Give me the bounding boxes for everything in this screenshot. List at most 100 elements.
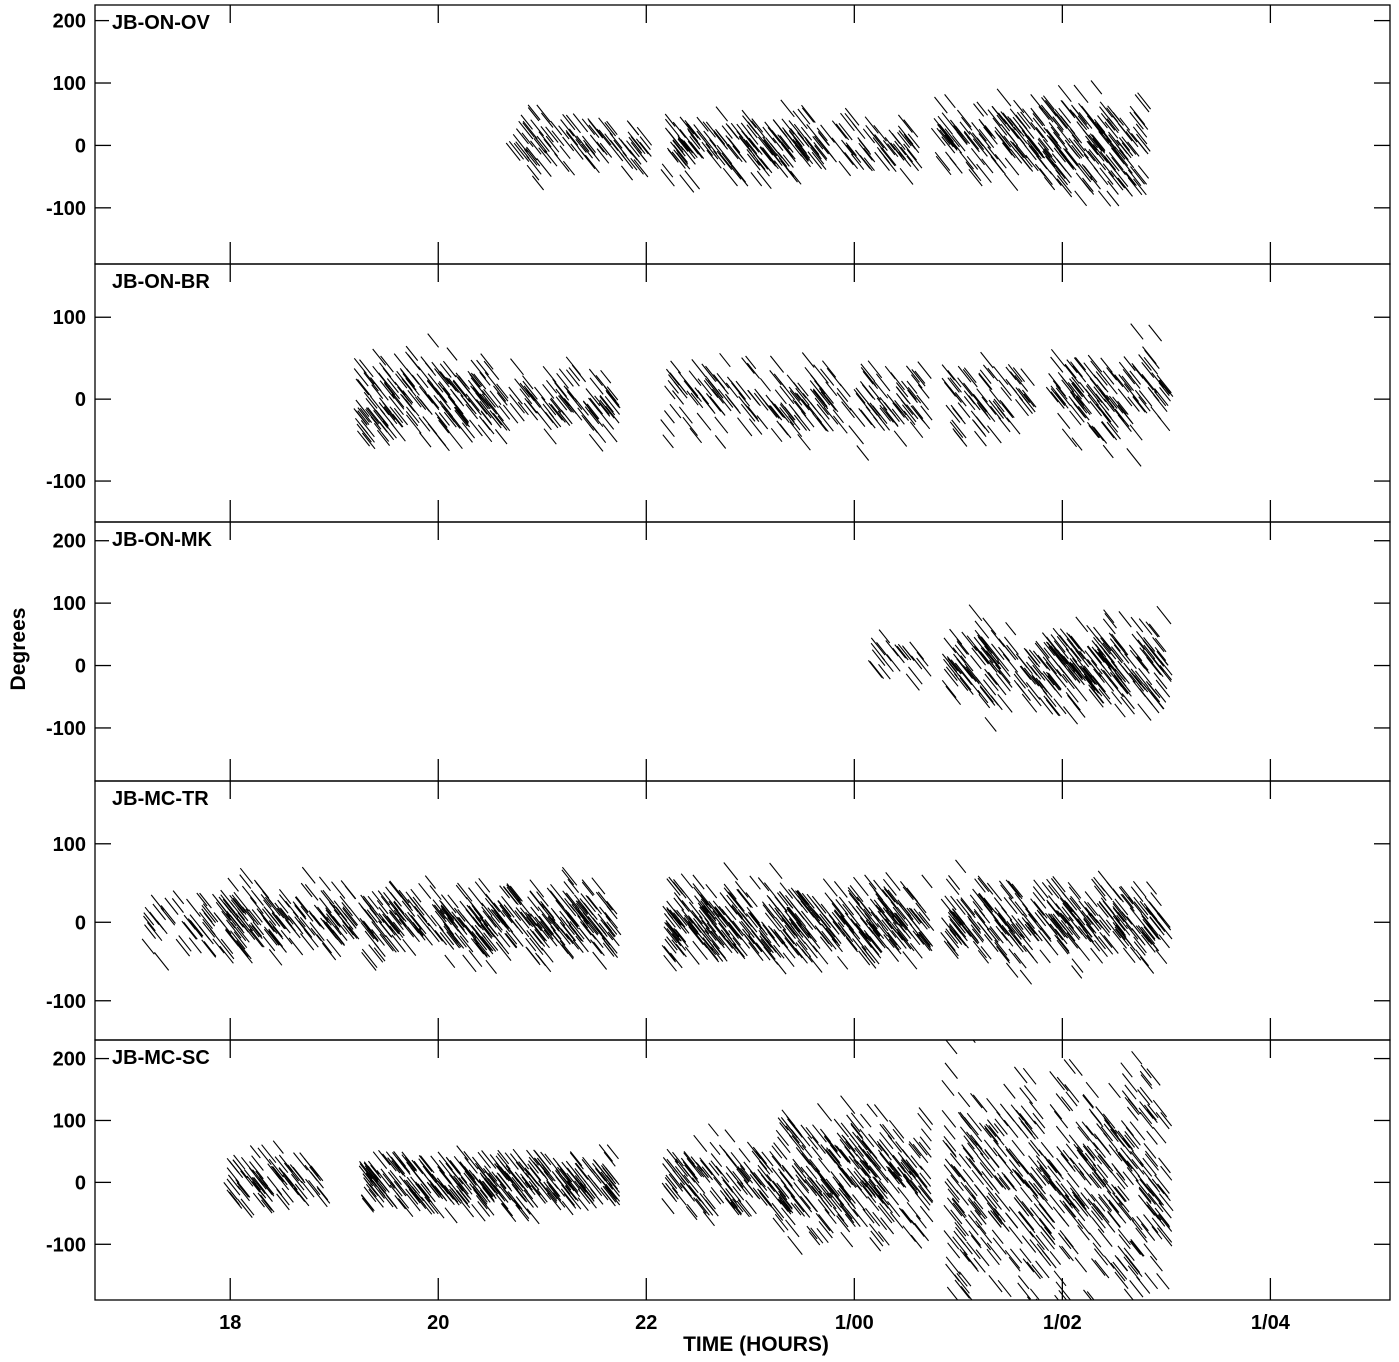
phase-point	[793, 1162, 807, 1179]
phase-point	[1042, 671, 1055, 686]
phase-point	[722, 167, 738, 187]
phase-point	[863, 157, 875, 172]
phase-point	[365, 408, 379, 426]
phase-point	[1014, 1170, 1026, 1184]
phase-point	[1053, 131, 1068, 151]
phase-point	[514, 910, 530, 929]
phase-point	[1053, 698, 1067, 715]
phase-point	[736, 888, 752, 908]
phase-point	[910, 655, 923, 670]
phase-point	[261, 1199, 273, 1214]
phase-point	[624, 144, 638, 161]
phase-point	[450, 1174, 466, 1193]
phase-point	[821, 1184, 833, 1199]
phase-point	[404, 398, 420, 417]
phase-point	[895, 1141, 909, 1158]
phase-point	[1109, 672, 1123, 687]
phase-point	[988, 927, 1000, 942]
phase-point	[1055, 1180, 1070, 1198]
phase-point	[437, 1180, 449, 1195]
phase-point	[819, 413, 834, 432]
phase-point	[697, 378, 713, 397]
phase-point	[400, 895, 414, 912]
phase-point	[775, 916, 787, 931]
phase-point	[426, 379, 442, 398]
phase-point	[232, 897, 247, 915]
phase-point	[978, 922, 993, 941]
phase-point	[1126, 916, 1141, 935]
phase-point	[977, 689, 989, 704]
phase-point	[524, 397, 537, 414]
phase-point	[944, 895, 957, 911]
phase-point	[1151, 1178, 1165, 1195]
phase-point	[463, 384, 478, 402]
phase-point	[233, 1154, 246, 1170]
phase-point	[532, 1161, 549, 1181]
phase-point	[975, 676, 988, 692]
phase-point	[1123, 383, 1140, 402]
phase-point	[788, 386, 801, 401]
phase-point	[1046, 899, 1059, 915]
phase-point	[580, 893, 596, 913]
phase-point	[858, 408, 873, 426]
phase-point	[233, 931, 248, 949]
phase-point	[676, 909, 692, 929]
phase-point	[1055, 1125, 1071, 1144]
phase-point	[1014, 1194, 1029, 1211]
phase-point	[593, 941, 605, 957]
phase-point	[1078, 1152, 1094, 1171]
phase-point	[318, 897, 332, 914]
phase-point	[1102, 163, 1115, 178]
phase-point	[577, 1197, 589, 1212]
phase-point	[514, 378, 530, 398]
phase-point	[869, 402, 881, 416]
phase-point	[880, 899, 895, 918]
phase-point	[484, 1177, 499, 1195]
phase-point	[704, 917, 717, 933]
phase-point	[767, 154, 779, 170]
phase-point	[736, 1181, 748, 1196]
phase-point	[975, 1249, 990, 1267]
phase-point	[606, 921, 618, 935]
phase-point	[848, 892, 863, 910]
phase-point	[339, 916, 352, 932]
phase-point	[751, 1150, 768, 1170]
phase-point	[1020, 1162, 1033, 1179]
phase-point	[212, 938, 225, 954]
phase-point	[480, 410, 492, 424]
phase-point	[895, 912, 909, 929]
x-tick-label: 1/04	[1251, 1312, 1291, 1334]
phase-point	[713, 132, 729, 150]
phase-point	[732, 937, 748, 957]
phase-point	[666, 908, 678, 922]
phase-point	[985, 1123, 997, 1138]
phase-point	[1039, 927, 1052, 942]
phase-point	[292, 1166, 305, 1181]
phase-point	[552, 910, 566, 926]
phase-point	[1053, 1270, 1067, 1287]
phase-point	[386, 915, 401, 933]
phase-point	[778, 1196, 790, 1211]
phase-point	[436, 1187, 448, 1202]
x-axis-title: TIME (HOURS)	[683, 1333, 829, 1356]
phase-point	[254, 1183, 267, 1199]
phase-point	[941, 364, 956, 381]
phase-point	[954, 1279, 971, 1299]
phase-point	[1096, 1164, 1109, 1179]
phase-point	[1125, 131, 1139, 148]
phase-point	[918, 934, 933, 952]
phase-point	[836, 387, 849, 402]
phase-point	[1038, 697, 1054, 715]
phase-point	[1071, 437, 1083, 451]
phase-point	[1090, 80, 1103, 95]
phase-point	[809, 388, 826, 408]
phase-point	[1077, 115, 1090, 130]
phase-point	[813, 364, 829, 384]
phase-point	[712, 910, 727, 928]
phase-point	[945, 1256, 961, 1275]
phase-point	[679, 1183, 696, 1202]
phase-point	[407, 354, 421, 371]
phase-point	[848, 425, 864, 445]
phase-point	[958, 1153, 972, 1169]
phase-point	[1064, 1084, 1080, 1103]
